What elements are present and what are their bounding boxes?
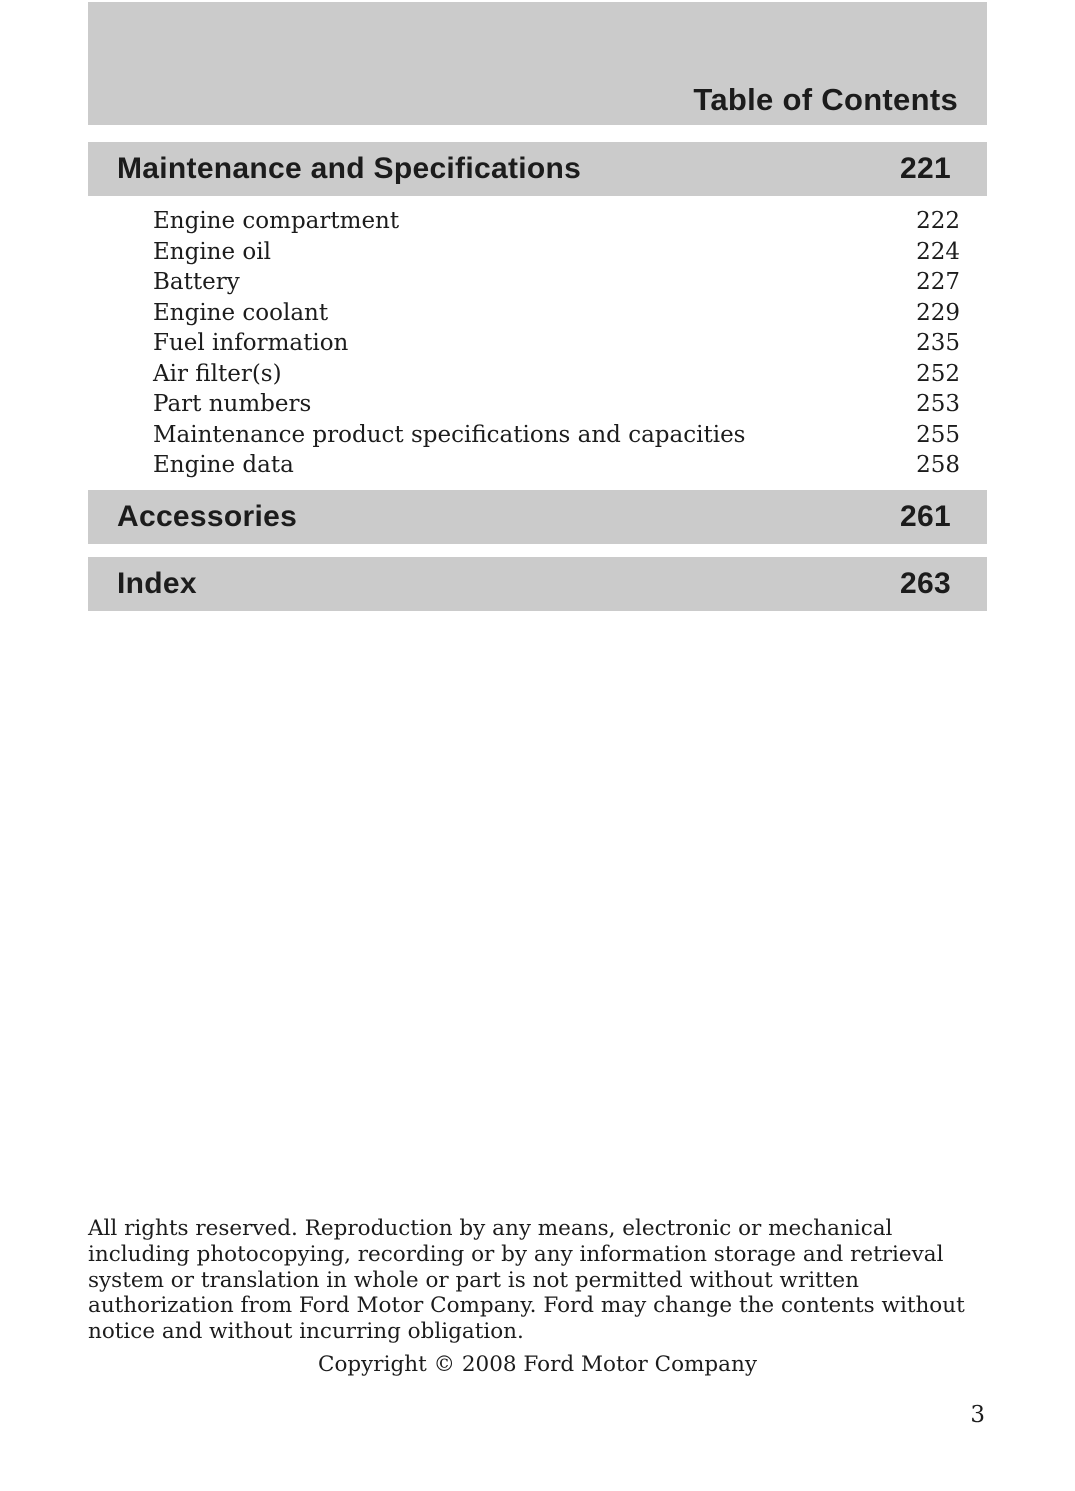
- page-title: Table of Contents: [693, 82, 958, 117]
- toc-row: Part numbers 253: [153, 389, 960, 420]
- section-page-number: 263: [900, 567, 951, 600]
- section-page-number: 221: [900, 152, 951, 185]
- legal-notice: All rights reserved. Reproduction by any…: [88, 1216, 1003, 1345]
- toc-item-page: 253: [916, 391, 960, 417]
- legal-line: authorization from Ford Motor Company. F…: [88, 1293, 965, 1319]
- toc-item-label: Air filter(s): [153, 360, 282, 387]
- toc-item-page: 224: [916, 238, 960, 265]
- section-label: Maintenance and Specifications: [117, 152, 582, 185]
- toc-item-label: Engine oil: [153, 238, 271, 265]
- toc-item-label: Maintenance product specifications and c…: [153, 421, 746, 448]
- section-page-number: 261: [900, 500, 951, 533]
- toc-row: Engine coolant 229: [153, 298, 960, 329]
- copyright-line: Copyright © 2008 Ford Motor Company: [318, 1352, 757, 1377]
- toc-item-label: Part numbers: [153, 391, 312, 417]
- toc-row: Engine data 258: [153, 450, 960, 481]
- toc-item-label: Battery: [153, 269, 240, 295]
- section-bar-index: Index 263: [88, 557, 987, 611]
- header-banner: Table of Contents: [88, 2, 987, 125]
- toc-row: Battery 227: [153, 267, 960, 298]
- legal-line: system or translation in whole or part i…: [88, 1267, 859, 1293]
- legal-line: including photocopying, recording or by …: [88, 1241, 944, 1267]
- toc-item-page: 229: [916, 299, 960, 326]
- section-bar-accessories: Accessories 261: [88, 490, 987, 544]
- toc-item-page: 235: [916, 330, 960, 356]
- section-label: Accessories: [117, 500, 298, 533]
- toc-row: Air filter(s) 252: [153, 359, 960, 390]
- section-bar-maintenance: Maintenance and Specifications 221: [88, 142, 987, 196]
- toc-item-page: 258: [916, 452, 960, 478]
- toc-item-label: Engine data: [153, 452, 294, 478]
- toc-list: Engine compartment 222 Engine oil 224 Batter…: [153, 206, 960, 481]
- legal-line: All rights reserved. Reproduction by any…: [88, 1216, 893, 1241]
- toc-item-label: Fuel information: [153, 330, 349, 356]
- toc-item-label: Engine compartment: [153, 208, 400, 234]
- toc-item-page: 222: [916, 208, 960, 234]
- section-label: Index: [117, 567, 197, 600]
- toc-row: Maintenance product specifications and c…: [153, 420, 960, 451]
- page-number: 3: [970, 1402, 985, 1428]
- toc-row: Engine oil 224: [153, 237, 960, 268]
- toc-item-page: 255: [916, 421, 960, 448]
- toc-row: Engine compartment 222: [153, 206, 960, 237]
- toc-item-page: 252: [916, 360, 960, 387]
- toc-item-label: Engine coolant: [153, 299, 329, 326]
- toc-row: Fuel information 235: [153, 328, 960, 359]
- toc-item-page: 227: [916, 269, 960, 295]
- legal-line: notice and without incurring obligation.: [88, 1319, 524, 1345]
